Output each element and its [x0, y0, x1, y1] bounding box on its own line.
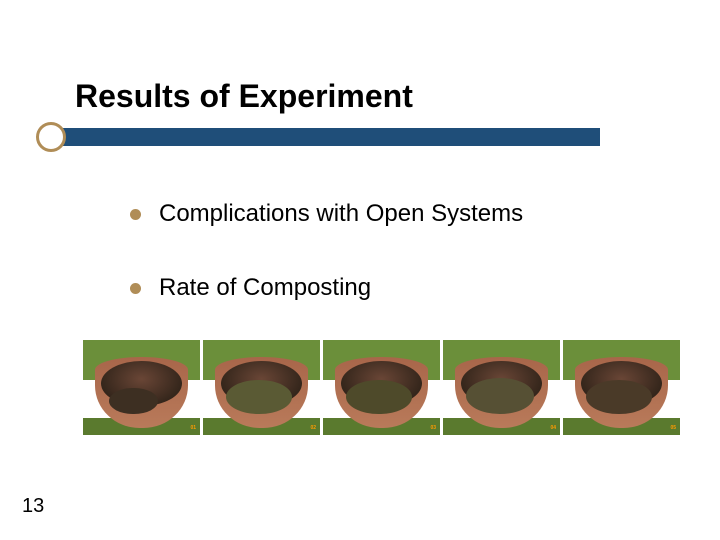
underline-rect — [52, 128, 600, 146]
bullet-icon — [130, 209, 141, 220]
title-underline — [30, 128, 600, 146]
compost-fill — [109, 388, 158, 415]
date-stamp: 01 — [190, 425, 196, 431]
bullet-text: Complications with Open Systems — [159, 200, 523, 228]
date-stamp: 02 — [310, 425, 316, 431]
page-number: 13 — [22, 495, 44, 518]
bullet-icon — [130, 283, 141, 294]
date-stamp: 04 — [550, 425, 556, 431]
slide: Results of Experiment Complications with… — [0, 0, 720, 540]
compost-photo: 05 — [563, 340, 680, 435]
date-stamp: 05 — [670, 425, 676, 431]
date-stamp: 03 — [430, 425, 436, 431]
compost-photo: 02 — [203, 340, 320, 435]
photo-strip: 01 02 03 04 — [83, 340, 680, 435]
list-item: Rate of Composting — [130, 274, 523, 302]
compost-photo: 04 — [443, 340, 560, 435]
bullet-text: Rate of Composting — [159, 274, 371, 302]
page-title: Results of Experiment — [75, 78, 413, 115]
bullet-list: Complications with Open Systems Rate of … — [130, 200, 523, 348]
list-item: Complications with Open Systems — [130, 200, 523, 228]
compost-photo: 03 — [323, 340, 440, 435]
compost-photo: 01 — [83, 340, 200, 435]
compost-fill — [226, 380, 292, 414]
compost-fill — [346, 380, 412, 414]
compost-fill — [466, 378, 534, 414]
title-area: Results of Experiment — [75, 78, 413, 115]
compost-fill — [586, 380, 652, 414]
underline-circle-icon — [36, 122, 66, 152]
